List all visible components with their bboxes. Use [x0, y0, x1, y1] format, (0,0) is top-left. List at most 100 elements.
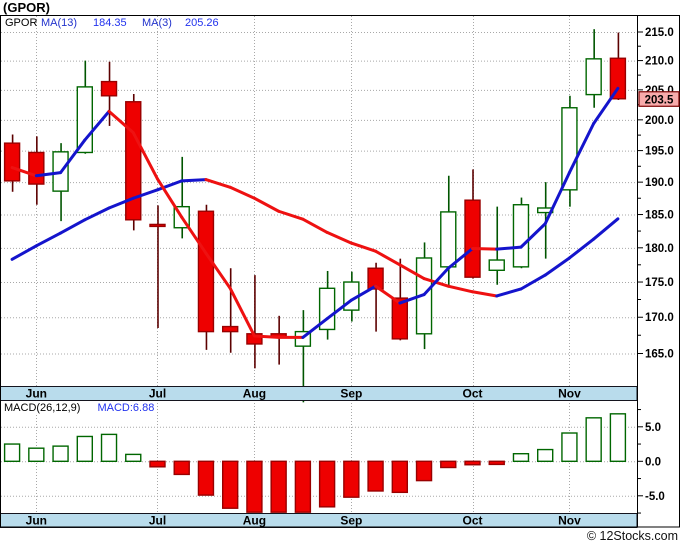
- month-label: Nov: [558, 514, 581, 528]
- legend-ma3-value: 205.26: [185, 17, 219, 29]
- ma3-line-segment: [204, 251, 232, 290]
- month-label: Jun: [26, 387, 47, 401]
- copyright-link[interactable]: © 12Stocks.com: [586, 529, 678, 543]
- ma13-line-segment: [228, 185, 256, 200]
- macd-bar: [3, 443, 21, 462]
- ma13-line-segment: [495, 287, 523, 298]
- macd-bar: [149, 460, 166, 468]
- price-tick-label: 190.0: [645, 177, 674, 189]
- ma13-line-segment: [277, 209, 305, 221]
- ma13-line-segment: [107, 196, 135, 210]
- legend-ma3-label: MA(3): [142, 17, 172, 29]
- month-label: Jul: [149, 514, 166, 528]
- macd-bar: [294, 460, 312, 513]
- legend-ma13-value: 184.35: [93, 17, 127, 29]
- ma3-line-segment: [543, 171, 571, 226]
- ma13-line-segment: [34, 231, 63, 248]
- macd-bar: [270, 460, 287, 513]
- ma3-line-segment: [180, 215, 208, 255]
- ma13-line-segment: [252, 196, 281, 213]
- macd-value: MACD:6.88: [97, 402, 155, 414]
- macd-title: MACD(26,12,9): [4, 402, 81, 414]
- price-tick-label: 195.0: [645, 146, 674, 158]
- price-tick-label: 210.0: [645, 56, 674, 68]
- macd-bar: [391, 460, 409, 494]
- macd-bar: [415, 460, 433, 482]
- ma3-line-segment: [252, 334, 281, 339]
- ma13-line-segment: [155, 179, 184, 192]
- candle-body: [561, 107, 578, 191]
- month-label: Oct: [463, 387, 483, 401]
- candle-body: [609, 57, 627, 100]
- price-tick-label: 215.0: [645, 27, 674, 39]
- ma3-line-segment: [495, 245, 523, 251]
- ma13-line-segment: [204, 178, 232, 189]
- ma13-line-segment: [374, 249, 402, 267]
- ma3-line-segment: [301, 317, 329, 339]
- macd-bar: [76, 435, 93, 462]
- ma3-line-segment: [592, 86, 620, 125]
- month-label: Sep: [340, 514, 362, 528]
- ma13-line-segment: [543, 256, 571, 277]
- candle-body: [125, 101, 142, 221]
- macd-bar: [100, 433, 118, 463]
- month-label: Oct: [463, 514, 483, 528]
- ma3-line-segment: [34, 171, 63, 178]
- ma13-line-segment: [10, 244, 38, 261]
- price-tick-label: 200.0: [645, 115, 674, 127]
- macd-bar: [609, 413, 627, 463]
- ma3-line-segment: [59, 138, 87, 175]
- candle-body: [512, 204, 530, 268]
- macd-bar: [221, 460, 239, 509]
- macd-bar: [173, 460, 190, 476]
- month-axis-band: [0, 386, 638, 401]
- candle-body: [464, 199, 481, 278]
- macd-tick-label: -5.0: [645, 491, 665, 503]
- month-axis-band: [0, 513, 638, 528]
- ma13-line-segment: [131, 188, 159, 200]
- candle-body: [197, 210, 215, 333]
- ma13-line-segment: [471, 290, 499, 298]
- candle-body: [318, 287, 336, 331]
- ma3-line-segment: [374, 284, 402, 305]
- candle-body: [100, 80, 118, 97]
- price-tick-label: 175.0: [645, 277, 674, 289]
- candle-body: [221, 325, 239, 333]
- macd-bar: [488, 460, 505, 466]
- ma13-line-segment: [592, 217, 620, 241]
- month-label: Nov: [558, 387, 581, 401]
- macd-tick-label: 0.0: [645, 456, 661, 468]
- month-label: Sep: [340, 387, 362, 401]
- ma13-line-segment: [301, 217, 329, 234]
- ma13-line-segment: [59, 218, 87, 235]
- candle-body: [585, 58, 602, 96]
- price-tick-label: 180.0: [645, 243, 674, 255]
- ma3-line-segment: [398, 293, 426, 305]
- ma3-line-segment: [325, 298, 353, 321]
- ma3-line-segment: [155, 177, 184, 219]
- macd-bar: [318, 460, 336, 508]
- macd-bar: [464, 460, 481, 466]
- legend-symbol: GPOR: [5, 17, 38, 29]
- macd-bar: [512, 453, 530, 462]
- month-label: Jul: [149, 387, 166, 401]
- candle-body: [367, 267, 384, 290]
- ma3-line-segment: [349, 284, 378, 302]
- ma13-line-segment: [446, 284, 475, 294]
- ma3-line-segment: [446, 246, 475, 270]
- ma3-line-segment: [131, 131, 159, 181]
- last-price-label: 203.5: [645, 94, 674, 106]
- price-tick-label: 170.0: [645, 312, 674, 324]
- macd-bar: [585, 417, 602, 462]
- candle-body: [391, 297, 409, 340]
- macd-tick-label: 5.0: [645, 422, 661, 434]
- macd-bar: [125, 453, 142, 462]
- macd-bar: [197, 460, 215, 496]
- macd-bar: [561, 432, 578, 463]
- macd-legend: MACD(26,12,9) MACD:6.88: [4, 402, 158, 414]
- ma13-line-segment: [519, 273, 547, 291]
- macd-bar: [246, 460, 263, 513]
- macd-bar: [367, 460, 384, 492]
- page-title: (GPOR): [3, 0, 50, 15]
